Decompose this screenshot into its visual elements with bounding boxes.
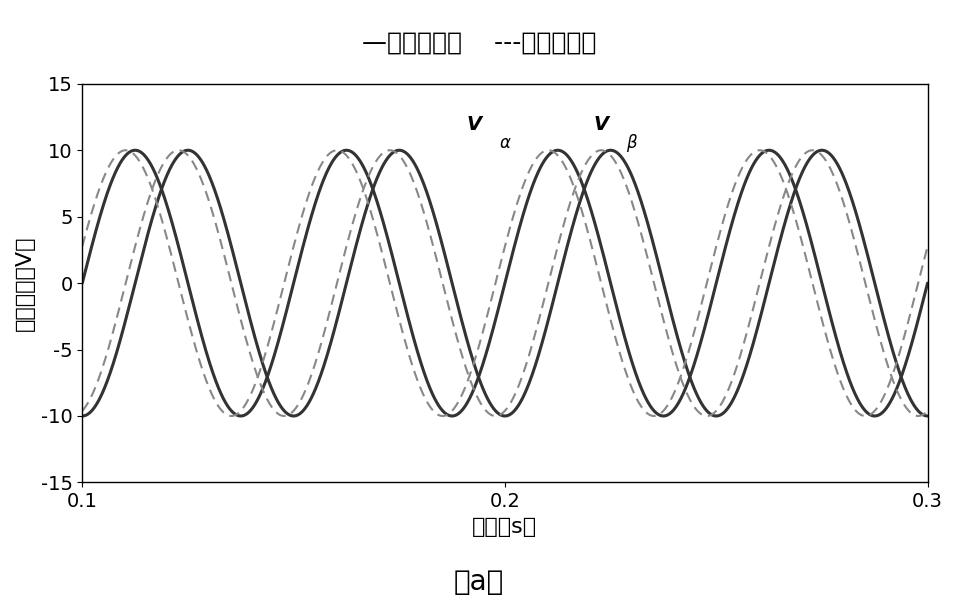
Text: —信号注入前    ---信号注入后: —信号注入前 ---信号注入后 bbox=[362, 31, 596, 55]
Text: $\boldsymbol{V}$: $\boldsymbol{V}$ bbox=[467, 115, 485, 134]
Y-axis label: 电压矢量（V）: 电压矢量（V） bbox=[15, 235, 35, 331]
Text: （a）: （a） bbox=[454, 568, 504, 596]
Text: $\alpha$: $\alpha$ bbox=[498, 134, 512, 151]
Text: $\beta$: $\beta$ bbox=[626, 132, 638, 154]
X-axis label: 时间（s）: 时间（s） bbox=[472, 517, 537, 537]
Text: $\boldsymbol{V}$: $\boldsymbol{V}$ bbox=[593, 115, 611, 134]
